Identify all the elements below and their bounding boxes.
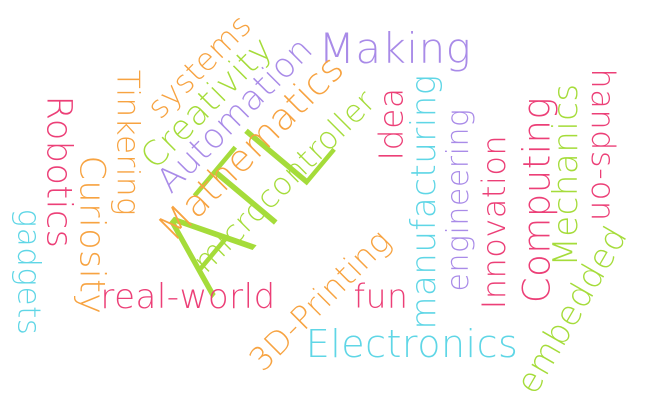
word-tinkering: Tinkering <box>109 69 146 217</box>
word-idea: Idea <box>371 87 411 161</box>
word-real-world: real-world <box>100 277 276 317</box>
word-engineering: engineering <box>441 108 476 292</box>
word-manufacturing: manufacturing <box>404 74 444 330</box>
word-electronics: Electronics <box>305 322 519 366</box>
word-gadgets: gadgets <box>10 208 47 336</box>
word-making: Making <box>318 24 472 73</box>
word-fun: fun <box>353 276 409 316</box>
word-hands-on: hands-on <box>584 68 622 222</box>
word-mechanics: Mechanics <box>546 83 586 267</box>
word-innovation: Innovation <box>475 134 513 310</box>
